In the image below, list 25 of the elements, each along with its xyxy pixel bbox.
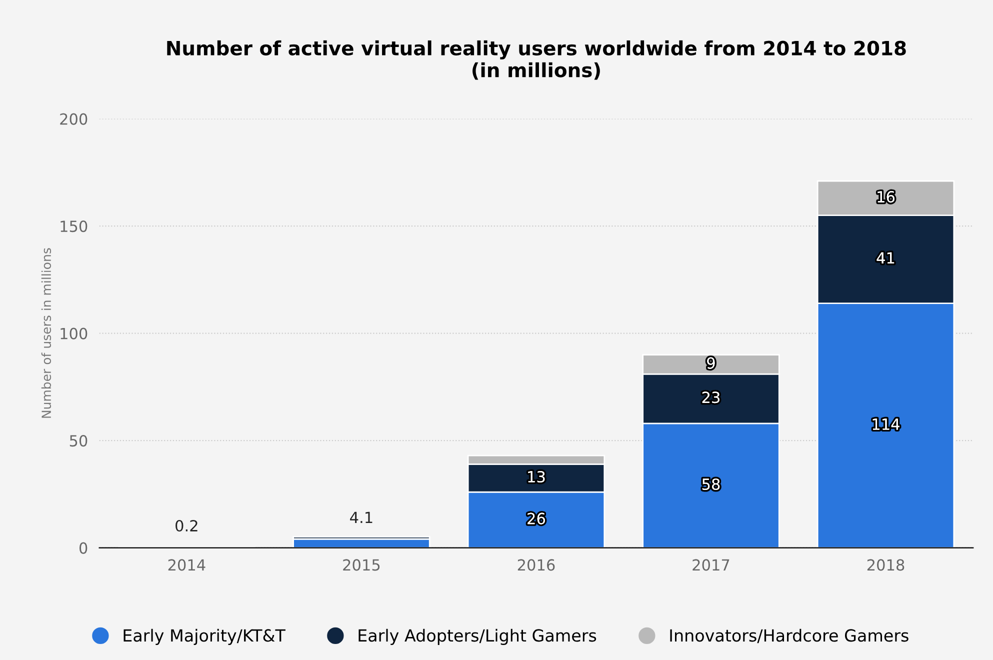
y-tick-label: 100 bbox=[60, 328, 88, 340]
data-label: 13 bbox=[528, 470, 545, 483]
x-tick-label: 2014 bbox=[168, 559, 206, 571]
x-tick-label: 2015 bbox=[343, 559, 380, 571]
legend-label: Early Majority/KT&T bbox=[124, 628, 286, 645]
data-label: 4.1 bbox=[350, 512, 372, 523]
data-label: 26 bbox=[528, 512, 545, 524]
chart-title: Number of active virtual reality users worldwide from 2014 to 2018 (in millions) bbox=[167, 40, 906, 80]
x-tick-label: 2018 bbox=[867, 559, 904, 571]
data-label: 0.2 bbox=[176, 520, 198, 532]
data-label: 23 bbox=[702, 392, 720, 404]
data-label: 114 bbox=[872, 418, 900, 430]
data-label: 58 bbox=[702, 478, 720, 490]
y-tick-label: 200 bbox=[60, 113, 88, 125]
legend-label: Early Adopters/Light Gamers bbox=[358, 628, 596, 645]
data-label: 41 bbox=[876, 252, 894, 264]
y-tick-label: 50 bbox=[70, 435, 88, 447]
y-tick-label: 150 bbox=[60, 220, 88, 232]
data-label: 16 bbox=[878, 191, 895, 203]
y-tick-label: 0 bbox=[79, 542, 88, 554]
x-tick-label: 2016 bbox=[518, 559, 555, 571]
data-label: 9 bbox=[707, 357, 715, 369]
y-axis-title: Number of users in millions bbox=[41, 248, 52, 418]
x-tick-label: 2017 bbox=[692, 559, 730, 571]
legend-label: Innovators/Hardcore Gamers bbox=[670, 628, 908, 644]
